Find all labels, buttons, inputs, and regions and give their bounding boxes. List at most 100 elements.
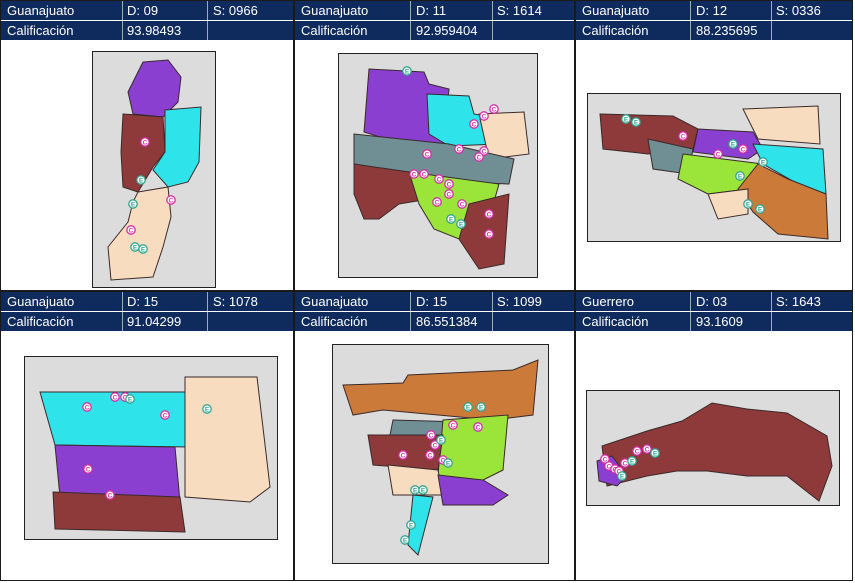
map-panel: Guanajuato D: 11 S: 1614 Calificación 92.959…: [294, 0, 575, 291]
svg-text:C: C: [451, 423, 456, 430]
svg-text:C: C: [169, 198, 174, 205]
polling-place-icon: C: [600, 454, 610, 464]
panel-score-row: Calificación 91.04299: [1, 312, 293, 332]
header-divider: [492, 1, 493, 20]
polling-place-icon: C: [479, 111, 489, 121]
svg-text:C: C: [437, 177, 442, 184]
svg-text:C: C: [472, 122, 477, 129]
header-divider: [122, 312, 123, 331]
svg-text:E: E: [131, 202, 136, 209]
panel-header-row: Guerrero D: 03 S: 1643: [576, 292, 852, 312]
state-name: Guanajuato: [7, 3, 75, 18]
polling-place-icon: C: [409, 169, 419, 179]
header-divider: [122, 21, 123, 40]
svg-text:C: C: [85, 405, 90, 412]
map-panel: Guanajuato D: 15 S: 1099 Calificación 86.551…: [294, 291, 575, 581]
block-region-peach: [107, 186, 172, 281]
polling-place-icon: C: [432, 197, 442, 207]
svg-text:C: C: [623, 461, 628, 468]
polling-place-icon: C: [469, 119, 479, 129]
score-label: Calificación: [7, 314, 74, 329]
svg-text:C: C: [447, 192, 452, 199]
header-divider: [690, 21, 691, 40]
polling-place-icon: C: [713, 149, 723, 159]
block-region-peach: [478, 111, 530, 160]
polling-place-icon: C: [166, 195, 176, 205]
section-label: S: 1078: [213, 294, 258, 309]
polling-place-icon: C: [398, 450, 408, 460]
svg-text:C: C: [482, 114, 487, 121]
svg-text:E: E: [449, 217, 454, 224]
polling-place-icon: C: [83, 464, 93, 474]
school-icon: E: [410, 485, 420, 495]
svg-text:C: C: [86, 467, 91, 474]
svg-text:C: C: [487, 212, 492, 219]
polling-place-icon: C: [738, 144, 748, 154]
svg-text:E: E: [761, 160, 766, 167]
svg-text:E: E: [133, 245, 138, 252]
svg-text:C: C: [429, 433, 434, 440]
polling-place-icon: C: [448, 420, 458, 430]
svg-text:E: E: [620, 474, 625, 481]
polling-place-icon: C: [430, 440, 440, 450]
polling-place-icon: C: [422, 149, 432, 159]
svg-text:E: E: [738, 174, 743, 181]
header-divider: [690, 312, 691, 331]
header-divider: [207, 1, 208, 20]
svg-text:C: C: [412, 172, 417, 179]
polling-place-icon: C: [425, 450, 435, 460]
header-divider: [690, 292, 691, 311]
score-value: 86.551384: [416, 314, 478, 329]
score-value: 93.98493: [127, 23, 182, 38]
svg-text:E: E: [731, 142, 736, 149]
svg-text:C: C: [476, 425, 481, 432]
district-label: D: 15: [127, 294, 159, 309]
header-divider: [690, 1, 691, 20]
header-divider: [771, 292, 772, 311]
school-icon: E: [743, 199, 753, 209]
school-icon: E: [406, 520, 416, 530]
svg-text:C: C: [422, 172, 427, 179]
state-name: Guanajuato: [301, 3, 369, 18]
svg-text:C: C: [645, 447, 650, 454]
block-region-orange: [342, 359, 539, 421]
polling-place-icon: C: [642, 444, 652, 454]
svg-text:C: C: [433, 443, 438, 450]
svg-text:C: C: [428, 453, 433, 460]
svg-text:C: C: [716, 152, 721, 159]
svg-text:E: E: [630, 459, 635, 466]
svg-text:C: C: [477, 155, 482, 162]
header-divider: [122, 292, 123, 311]
school-icon: E: [418, 485, 428, 495]
section-map: CCCCCEECCE: [586, 390, 840, 506]
svg-text:C: C: [681, 134, 686, 141]
block-region-peach: [707, 188, 749, 220]
district-label: D: 12: [696, 3, 728, 18]
header-divider: [207, 292, 208, 311]
svg-text:C: C: [492, 107, 497, 114]
school-icon: E: [130, 242, 140, 252]
svg-text:E: E: [479, 405, 484, 412]
svg-text:E: E: [405, 69, 410, 76]
school-icon: E: [456, 219, 466, 229]
header-divider: [122, 1, 123, 20]
state-name: Guanajuato: [582, 3, 650, 18]
header-divider: [771, 1, 772, 20]
section-label: S: 1643: [776, 294, 821, 309]
svg-text:C: C: [129, 228, 134, 235]
polling-place-icon: C: [140, 137, 150, 147]
svg-text:E: E: [403, 538, 408, 545]
school-icon: E: [443, 458, 453, 468]
school-icon: E: [728, 139, 738, 149]
polling-place-icon: C: [82, 402, 92, 412]
block-region-maroon: [52, 491, 186, 533]
block-region-cyan: [152, 106, 202, 188]
block-region-maroon: [458, 193, 510, 270]
school-icon: E: [402, 66, 412, 76]
svg-text:E: E: [758, 207, 763, 214]
